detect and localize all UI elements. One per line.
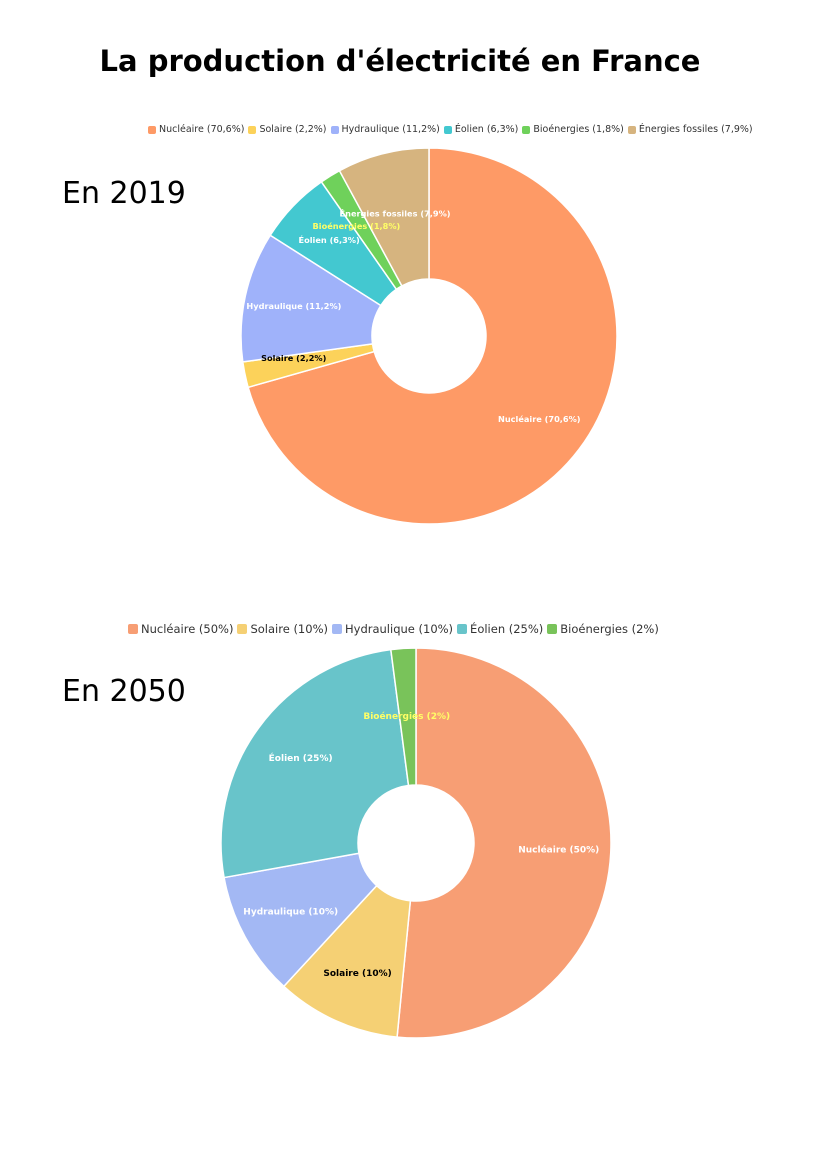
- legend-label: Éolien (6,3%): [454, 124, 519, 135]
- legend-entry-eolien: Éolien (6,3%): [443, 124, 519, 135]
- data-label-bioenergies: Bioénergies (2%): [363, 711, 450, 722]
- slice-hydraulique: [223, 852, 378, 988]
- legend-label: Éolien (25%): [470, 622, 544, 636]
- slice-energies-fossiles: [338, 147, 430, 287]
- legend-swatch: [443, 125, 452, 134]
- legend-swatch: [627, 125, 636, 134]
- data-label-eolien: Éolien (6,3%): [299, 234, 361, 245]
- data-label-nucleaire: Nucléaire (70,6%): [498, 414, 581, 424]
- legend-swatch: [330, 125, 339, 134]
- legend-entry-bioenergies: Bioénergies (1,8%): [522, 124, 624, 135]
- legend-entry-bioenergies: Bioénergies (2%): [547, 622, 659, 636]
- legend-label: Solaire (10%): [250, 622, 328, 636]
- legend-entry-hydraulique: Hydraulique (10%): [331, 622, 454, 636]
- legend-entry-eolien: Éolien (25%): [457, 622, 543, 636]
- donut-chart-2050: Nucléaire (50%) Solaire (10%) Hydraulique …: [220, 647, 612, 1039]
- legend-entry-energies-fossiles: Énergies fossiles (7,9%): [627, 124, 753, 135]
- slice-eolien: [220, 648, 410, 879]
- legend-swatch: [237, 624, 248, 634]
- legend-entry-solaire: Solaire (10%): [237, 622, 328, 636]
- legend-label: Nucléaire (50%): [141, 622, 234, 636]
- legend-label: Nucléaire (70,6%): [159, 124, 245, 135]
- slice-hydraulique: [240, 234, 382, 363]
- legend-entry-hydraulique: Hydraulique (11,2%): [330, 124, 440, 135]
- legend-label: Hydraulique (11,2%): [341, 124, 440, 135]
- data-label-bioenergies: Bioénergies (1,8%): [313, 221, 401, 231]
- year-label-2050: En 2050: [62, 674, 186, 709]
- legend-label: Solaire (2,2%): [259, 124, 327, 135]
- legend-swatch: [457, 624, 468, 634]
- data-label-energies-fossiles: Énergies fossiles (7,9%): [340, 208, 451, 219]
- legend-swatch: [331, 624, 342, 634]
- slice-solaire: [282, 884, 412, 1038]
- legend-label: Bioénergies (2%): [560, 622, 659, 636]
- slice-nucleaire: [247, 147, 618, 525]
- legend-entry-solaire: Solaire (2,2%): [248, 124, 327, 135]
- data-label-solaire: Solaire (10%): [323, 969, 391, 979]
- donut-chart-2019: Nucléaire (70,6%) Solaire (2,2%) Hydrauliq…: [240, 147, 618, 525]
- legend-swatch: [148, 125, 156, 134]
- legend-entry-nucleaire: Nucléaire (70,6%): [148, 124, 244, 135]
- legend-2050: Nucléaire (50%) Solaire (10%) Hydraulique …: [128, 622, 663, 636]
- legend-label: Bioénergies (1,8%): [533, 124, 624, 135]
- legend-label: Énergies fossiles (7,9%): [638, 124, 753, 135]
- legend-label: Hydraulique (10%): [344, 622, 454, 636]
- data-label-solaire: Solaire (2,2%): [261, 353, 327, 363]
- legend-swatch: [522, 125, 531, 134]
- legend-swatch: [248, 125, 257, 134]
- data-label-nucleaire: Nucléaire (50%): [518, 844, 599, 855]
- slice-nucleaire: [396, 647, 612, 1039]
- legend-swatch: [128, 624, 138, 634]
- legend-2019: Nucléaire (70,6%) Solaire (2,2%) Hydrauliq…: [148, 124, 757, 135]
- page-title: La production d'électricité en France: [99, 44, 701, 78]
- year-label-2019: En 2019: [62, 176, 186, 211]
- legend-entry-nucleaire: Nucléaire (50%): [128, 622, 233, 636]
- data-label-hydraulique: Hydraulique (10%): [243, 907, 338, 917]
- data-label-eolien: Éolien (25%): [269, 752, 333, 764]
- legend-swatch: [547, 624, 558, 634]
- slice-bioenergies: [389, 647, 417, 787]
- data-label-hydraulique: Hydraulique (11,2%): [246, 301, 341, 311]
